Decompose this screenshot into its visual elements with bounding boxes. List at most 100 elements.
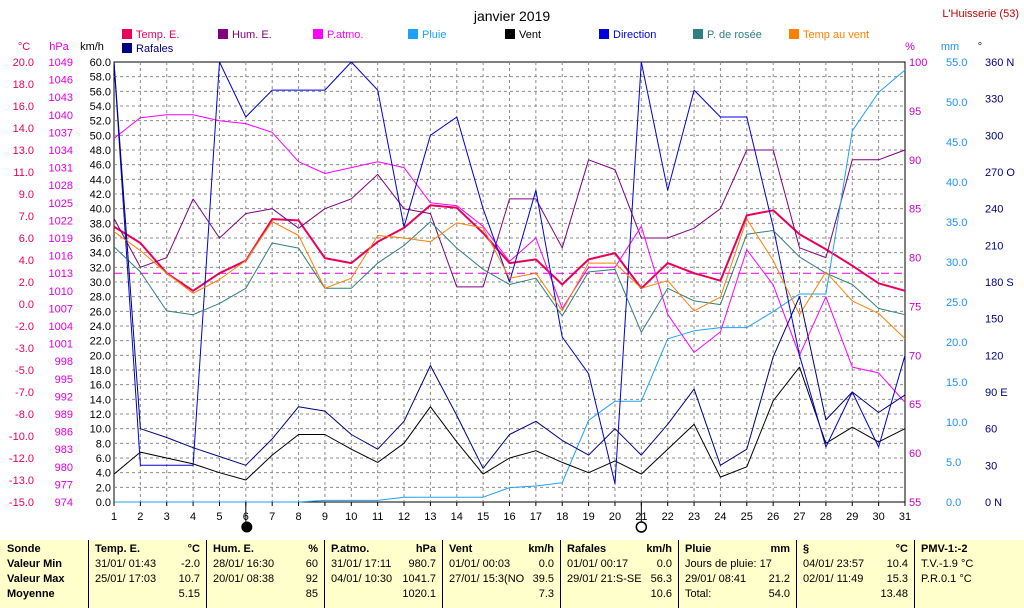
temp-tick-label: -3.0 <box>15 343 34 355</box>
pluie-max: 21.2 <box>768 573 790 585</box>
pressure-tick-label: 1022 <box>49 215 73 227</box>
footer-pluie: Pluie mm Jours de pluie: 17 29/01/ 08:41… <box>679 540 796 608</box>
wind-tick-label: 8.0 <box>96 438 111 450</box>
pressure-tick-label: 1040 <box>49 110 73 122</box>
pressure-tick-label: 1016 <box>49 251 73 263</box>
legend-swatch <box>218 29 228 39</box>
series-line-direction <box>113 61 906 485</box>
wind-tick-label: 24.0 <box>90 321 111 333</box>
temp-max-time: 25/01/ 17:03 <box>95 573 157 585</box>
series-line-hum-e <box>113 149 906 288</box>
hum-max: 92 <box>305 573 318 585</box>
temp-max: 10.7 <box>178 573 200 585</box>
direction-tick-label: 180 S <box>985 277 1014 289</box>
row-label-max: Valeur Max <box>7 573 65 585</box>
pressure-tick-label: 980 <box>55 462 73 474</box>
rafales-title: Rafales <box>567 543 607 555</box>
temp-unit: °C <box>187 543 200 555</box>
temp-tick-label: 20.0 <box>13 57 34 69</box>
wind-tick-label: 40.0 <box>90 204 111 216</box>
pressure-tick-label: 1004 <box>49 321 73 333</box>
grid <box>114 62 905 502</box>
pressure-tick-label: 1010 <box>49 286 73 298</box>
humidity-tick-label: 70 <box>909 350 921 362</box>
temp-tick-label: 13.0 <box>13 145 34 157</box>
humidity-tick-label: 55 <box>909 497 921 509</box>
rain-tick-label: 10.0 <box>946 417 967 429</box>
rafales-min: 0.0 <box>656 558 672 570</box>
legend-label: Vent <box>519 29 541 41</box>
rain-tick-label: 40.0 <box>946 177 967 189</box>
wind-tick-label: 20.0 <box>90 350 111 362</box>
rain-tick-label: 15.0 <box>946 377 967 389</box>
x-tick-label: 28 <box>820 511 832 523</box>
s-avg: 13.48 <box>880 588 908 600</box>
rain-tick-label: 50.0 <box>946 97 967 109</box>
wind-tick-label: 44.0 <box>90 174 111 186</box>
pressure-tick-label: 998 <box>55 356 73 368</box>
row-label-sonde: Sonde <box>7 543 41 555</box>
series-line-vent <box>113 366 906 481</box>
pmv-title: PMV-1:-2 <box>921 543 968 555</box>
temp-tick-label: 11.0 <box>13 167 34 179</box>
temp-tick-label: 7.0 <box>19 211 34 223</box>
legend-swatch <box>505 29 515 39</box>
pressure-tick-label: 1043 <box>49 92 73 104</box>
humidity-tick-label: 90 <box>909 155 921 167</box>
patm-max: 1041.7 <box>402 573 436 585</box>
vent-avg: 7.3 <box>538 588 554 600</box>
wind-tick-label: 52.0 <box>90 116 111 128</box>
x-tick-label: 24 <box>714 511 726 523</box>
legend-label: Rafales <box>136 43 174 55</box>
x-tick-label: 16 <box>503 511 515 523</box>
direction-tick-label: 240 <box>985 204 1003 216</box>
rain-tick-label: 5.0 <box>946 457 961 469</box>
temp-tick-label: 18.0 <box>13 79 34 91</box>
footer-temp: Temp. E. °C 31/01/ 01:43 -2.0 25/01/ 17:… <box>89 540 206 608</box>
wind-tick-label: 34.0 <box>90 248 111 260</box>
x-tick-label: 23 <box>688 511 700 523</box>
series-line-p-atmo <box>113 114 906 403</box>
rafales-max: 56.3 <box>650 573 672 585</box>
x-tick-label: 29 <box>846 511 858 523</box>
pmv-tv: T.V.-1.9 °C <box>921 558 974 570</box>
pluie-total-label: Total: <box>685 588 712 600</box>
legend-swatch <box>408 29 418 39</box>
rain-tick-label: 35.0 <box>946 217 967 229</box>
legend: Temp. E. Hum. E. P.atmo. Pluie Vent Direction… <box>122 29 869 55</box>
weather-chart: janvier 2019 L'Huisserie (53) Temp. E. Hu… <box>9 8 1019 533</box>
x-tick-label: 31 <box>899 511 911 523</box>
direction-tick-label: 120 <box>985 350 1003 362</box>
legend-swatch <box>122 43 132 53</box>
rain-tick-label: 30.0 <box>946 257 967 269</box>
x-tick-label: 9 <box>322 511 328 523</box>
hum-min-time: 28/01/ 16:30 <box>213 558 275 570</box>
wind-tick-label: 26.0 <box>90 306 111 318</box>
direction-tick-label: 0 N <box>985 497 1002 509</box>
direction-tick-label: 90 E <box>985 387 1008 399</box>
temp-title: Temp. E. <box>95 543 141 555</box>
rain-axis-unit: mm <box>941 41 959 53</box>
pressure-tick-label: 992 <box>55 391 73 403</box>
hum-max-time: 20/01/ 08:38 <box>213 573 275 585</box>
pressure-tick-label: 1007 <box>49 303 73 315</box>
pluie-total: 54.0 <box>768 588 790 600</box>
x-tick-label: 22 <box>662 511 674 523</box>
rain-tick-label: 45.0 <box>946 137 967 149</box>
legend-swatch <box>789 29 799 39</box>
temp-tick-label: 9.0 <box>19 189 34 201</box>
s-max: 15.3 <box>886 573 908 585</box>
vent-max: 39.5 <box>532 573 554 585</box>
pressure-tick-label: 1037 <box>49 127 73 139</box>
direction-tick-label: 210 <box>985 240 1003 252</box>
x-tick-label: 12 <box>398 511 410 523</box>
wind-tick-label: 14.0 <box>90 394 111 406</box>
direction-tick-label: 330 <box>985 94 1003 106</box>
wind-tick-label: 54.0 <box>90 101 111 113</box>
pluie-max-time: 29/01/ 08:41 <box>685 573 747 585</box>
footer-pmv: PMV-1:-2 T.V.-1.9 °C P.R.0.1 °C <box>915 540 1024 608</box>
temp-tick-label: -10.0 <box>9 431 34 443</box>
wind-tick-label: 12.0 <box>90 409 111 421</box>
x-tick-label: 15 <box>477 511 489 523</box>
patm-unit: hPa <box>415 543 436 555</box>
